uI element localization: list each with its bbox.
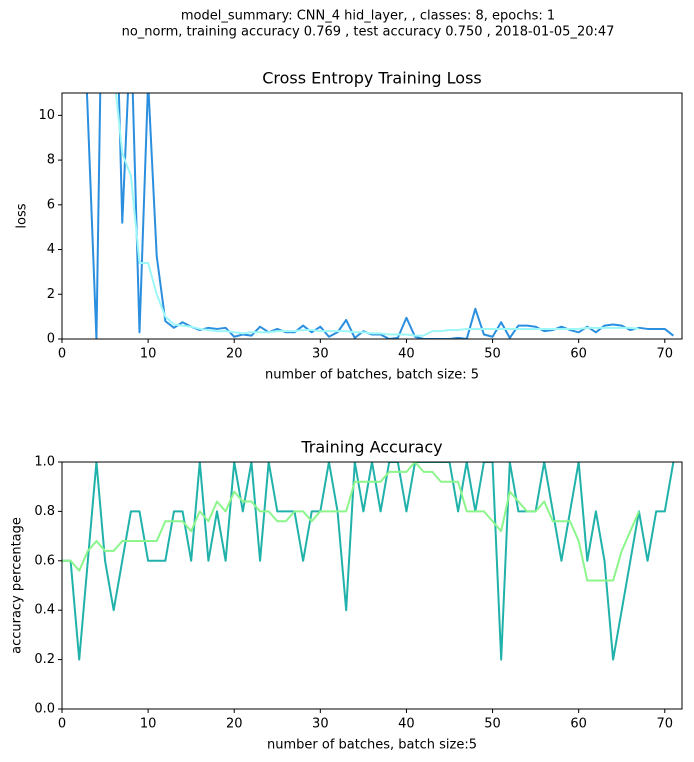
chart-title: Cross Entropy Training Loss xyxy=(262,69,482,88)
x-tick-label: 40 xyxy=(398,347,415,362)
plot-area xyxy=(85,93,675,339)
x-tick-label: 10 xyxy=(140,347,157,362)
y-tick-label: 0.4 xyxy=(34,603,55,618)
y-axis-label: loss xyxy=(15,203,30,228)
y-tick-label: 1.0 xyxy=(34,455,55,470)
x-tick-label: 70 xyxy=(657,347,674,362)
x-tick-label: 0 xyxy=(58,717,66,732)
plot-area xyxy=(62,462,675,661)
x-axis-label: number of batches, batch size: 5 xyxy=(265,368,479,383)
x-tick-label: 30 xyxy=(312,717,329,732)
data-line xyxy=(62,462,640,582)
y-axis-label: accuracy percentage xyxy=(10,517,25,654)
data-line xyxy=(85,93,675,339)
x-tick-label: 10 xyxy=(140,717,157,732)
figure-title: no_norm, training accuracy 0.769 , test … xyxy=(122,25,615,40)
x-tick-label: 50 xyxy=(484,717,501,732)
x-tick-label: 20 xyxy=(226,347,243,362)
y-tick-label: 6 xyxy=(47,197,55,212)
data-line xyxy=(114,93,640,337)
y-tick-label: 0.2 xyxy=(34,652,55,667)
y-tick-label: 0 xyxy=(47,332,55,347)
x-tick-label: 50 xyxy=(484,347,501,362)
x-tick-label: 40 xyxy=(398,717,415,732)
y-tick-label: 4 xyxy=(47,242,55,257)
x-tick-label: 20 xyxy=(226,717,243,732)
y-tick-label: 0.0 xyxy=(34,702,55,717)
data-line xyxy=(62,462,675,661)
axes-frame xyxy=(61,92,683,340)
x-axis-label: number of batches, batch size:5 xyxy=(267,738,477,753)
x-tick-label: 60 xyxy=(570,717,587,732)
y-tick-label: 2 xyxy=(47,287,55,302)
y-tick-label: 8 xyxy=(47,153,55,168)
figure-title: model_summary: CNN_4 hid_layer, , classe… xyxy=(181,9,555,24)
y-tick-label: 10 xyxy=(38,108,55,123)
chart-title: Training Accuracy xyxy=(300,438,442,457)
axes-frame xyxy=(61,461,683,710)
x-tick-label: 0 xyxy=(58,347,66,362)
y-tick-label: 0.6 xyxy=(34,553,55,568)
x-tick-label: 60 xyxy=(570,347,587,362)
x-tick-label: 30 xyxy=(312,347,329,362)
x-tick-label: 70 xyxy=(657,717,674,732)
y-tick-label: 0.8 xyxy=(34,504,55,519)
